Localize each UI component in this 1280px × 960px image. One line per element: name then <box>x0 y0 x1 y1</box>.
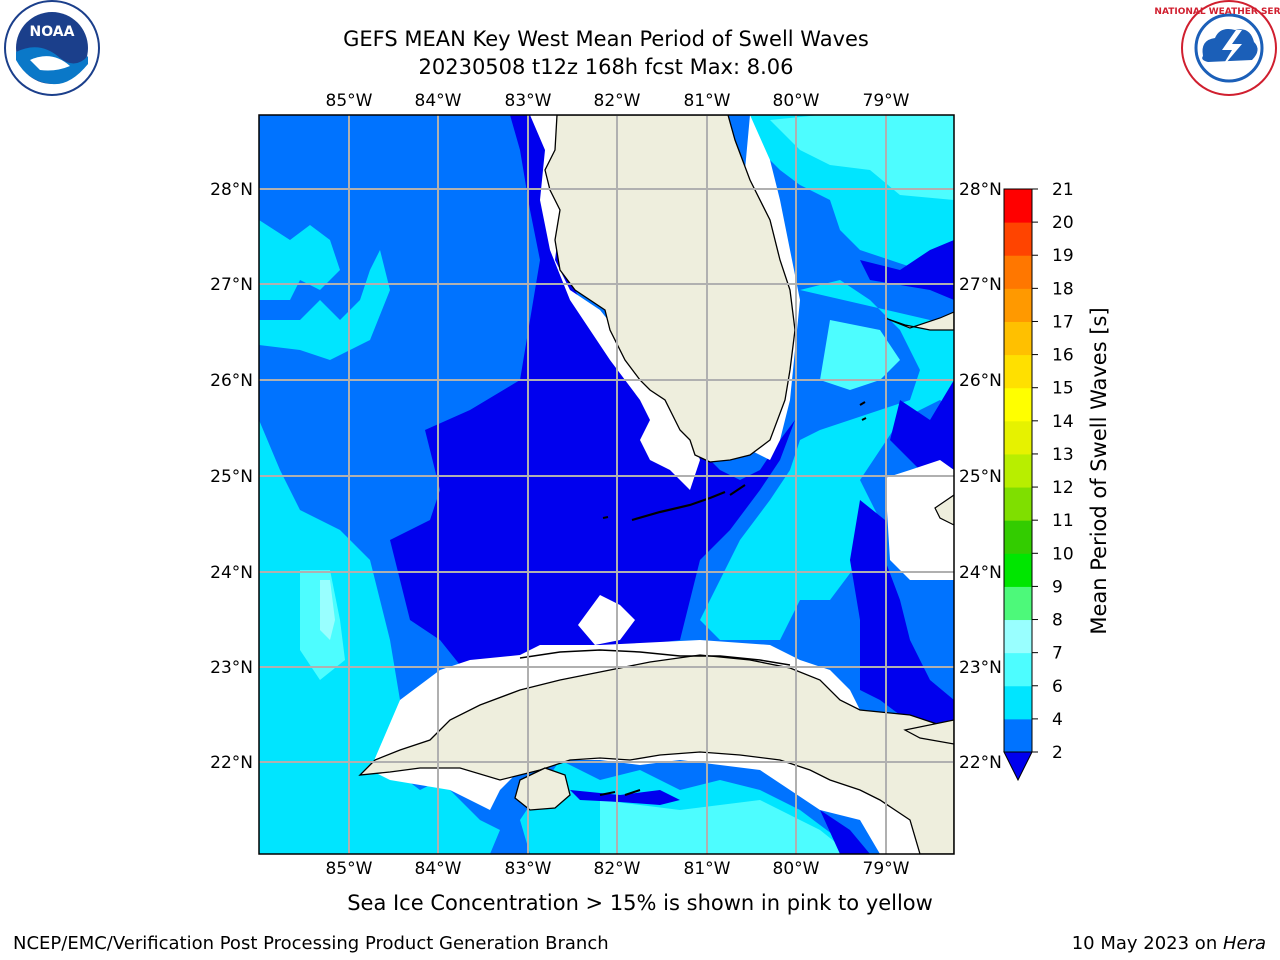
lat-label-right: 27°N <box>959 275 1002 295</box>
lon-label-top: 85°W <box>326 91 373 111</box>
swell-period-field <box>259 115 954 854</box>
lat-label-right: 22°N <box>959 753 1002 773</box>
graticule <box>259 115 954 854</box>
nws-logo-text: NATIONAL WEATHER SERVICE <box>1154 7 1280 17</box>
colorbar-tick-label: 11 <box>1052 511 1074 531</box>
ice-note: Sea Ice Concentration > 15% is shown in … <box>347 891 933 915</box>
colorbar-segment <box>1004 586 1032 621</box>
map-frame <box>258 114 955 855</box>
lat-label-left: 22°N <box>210 753 253 773</box>
lat-label-left: 27°N <box>210 275 253 295</box>
colorbar-tick-label: 6 <box>1052 677 1063 697</box>
lat-label-left: 24°N <box>210 563 253 583</box>
lon-label-top: 80°W <box>773 91 820 111</box>
lon-label-bottom: 83°W <box>505 859 552 879</box>
colorbar-segment <box>1004 718 1032 753</box>
lon-label-bottom: 84°W <box>415 859 462 879</box>
lat-label-left: 25°N <box>210 467 253 487</box>
colorbar-segment <box>1004 354 1032 389</box>
colorbar-tick-label: 8 <box>1052 611 1063 631</box>
colorbar-tick-label: 17 <box>1052 312 1074 332</box>
colorbar-tick-label: 18 <box>1052 279 1074 299</box>
lat-label-left: 28°N <box>210 180 253 200</box>
lon-label-bottom: 81°W <box>684 859 731 879</box>
colorbar-tick-label: 4 <box>1052 710 1063 730</box>
lon-label-top: 79°W <box>863 91 910 111</box>
colorbar-segment <box>1004 520 1032 554</box>
colorbar-segment <box>1004 652 1032 687</box>
lon-label-top: 81°W <box>684 91 731 111</box>
colorbar-tick-label: 14 <box>1052 412 1074 432</box>
colorbar-tick-label: 15 <box>1052 379 1074 399</box>
colorbar-tick-label: 16 <box>1052 346 1074 366</box>
florida-land <box>544 115 796 463</box>
lon-label-bottom: 80°W <box>773 859 820 879</box>
lat-label-right: 23°N <box>959 658 1002 678</box>
lat-label-right: 28°N <box>959 180 1002 200</box>
date-text: 10 May 2023 on Hera <box>1072 933 1266 954</box>
colorbar-under-arrow <box>1003 751 1033 782</box>
noaa-logo: NOAA <box>4 0 100 96</box>
colorbar-tick-label: 19 <box>1052 246 1074 266</box>
colorbar-segment <box>1004 387 1032 422</box>
colorbar-segment <box>1004 222 1032 256</box>
colorbar-tick-label: 10 <box>1052 544 1074 564</box>
lat-label-right: 25°N <box>959 467 1002 487</box>
colorbar-segment <box>1004 453 1032 488</box>
colorbar-tick-label: 7 <box>1052 644 1063 664</box>
date-value: 10 May 2023 on <box>1071 933 1223 954</box>
lon-label-top: 83°W <box>505 91 552 111</box>
colorbar-tick-label: 20 <box>1052 213 1074 233</box>
colorbar-segment <box>1004 487 1032 521</box>
lon-label-bottom: 85°W <box>326 859 373 879</box>
colorbar: 2 4 6 7 8 9 10 11 12 13 14 15 16 17 18 19 20 21 <box>1003 180 1074 782</box>
colorbar-tick-label: 13 <box>1052 445 1074 465</box>
colorbar-segment <box>1004 619 1032 654</box>
colorbar-label: Mean Period of Swell Waves [s] <box>1087 307 1111 634</box>
lat-label-right: 26°N <box>959 371 1002 391</box>
credit-text: NCEP/EMC/Verification Post Processing Pr… <box>13 933 609 954</box>
colorbar-tick-label: 2 <box>1052 743 1063 763</box>
noaa-logo-text: NOAA <box>30 24 75 40</box>
colorbar-segment <box>1004 685 1032 720</box>
colorbar-tick-label: 21 <box>1052 180 1074 200</box>
map-title: GEFS MEAN Key West Mean Period of Swell … <box>343 27 869 51</box>
lon-label-bottom: 82°W <box>594 859 641 879</box>
lat-label-right: 24°N <box>959 563 1002 583</box>
lon-label-top: 82°W <box>594 91 641 111</box>
nws-logo: NATIONAL WEATHER SERVICE <box>1154 0 1280 96</box>
lon-label-top: 84°W <box>415 91 462 111</box>
colorbar-tick-label: 9 <box>1052 577 1063 597</box>
lat-label-left: 23°N <box>210 658 253 678</box>
lat-label-left: 26°N <box>210 371 253 391</box>
map-subtitle: 20230508 t12z 168h fcst Max: 8.06 <box>418 55 794 79</box>
colorbar-segment <box>1004 553 1032 587</box>
lon-label-bottom: 79°W <box>863 859 910 879</box>
colorbar-segment <box>1004 255 1032 289</box>
colorbar-tick-label: 12 <box>1052 478 1074 498</box>
colorbar-segment <box>1004 321 1032 356</box>
colorbar-frame <box>1003 188 1033 753</box>
machine-name: Hera <box>1222 933 1266 954</box>
colorbar-segment <box>1004 189 1032 223</box>
colorbar-segment <box>1004 288 1032 322</box>
colorbar-segment <box>1004 420 1032 455</box>
cuba-land <box>358 654 954 854</box>
